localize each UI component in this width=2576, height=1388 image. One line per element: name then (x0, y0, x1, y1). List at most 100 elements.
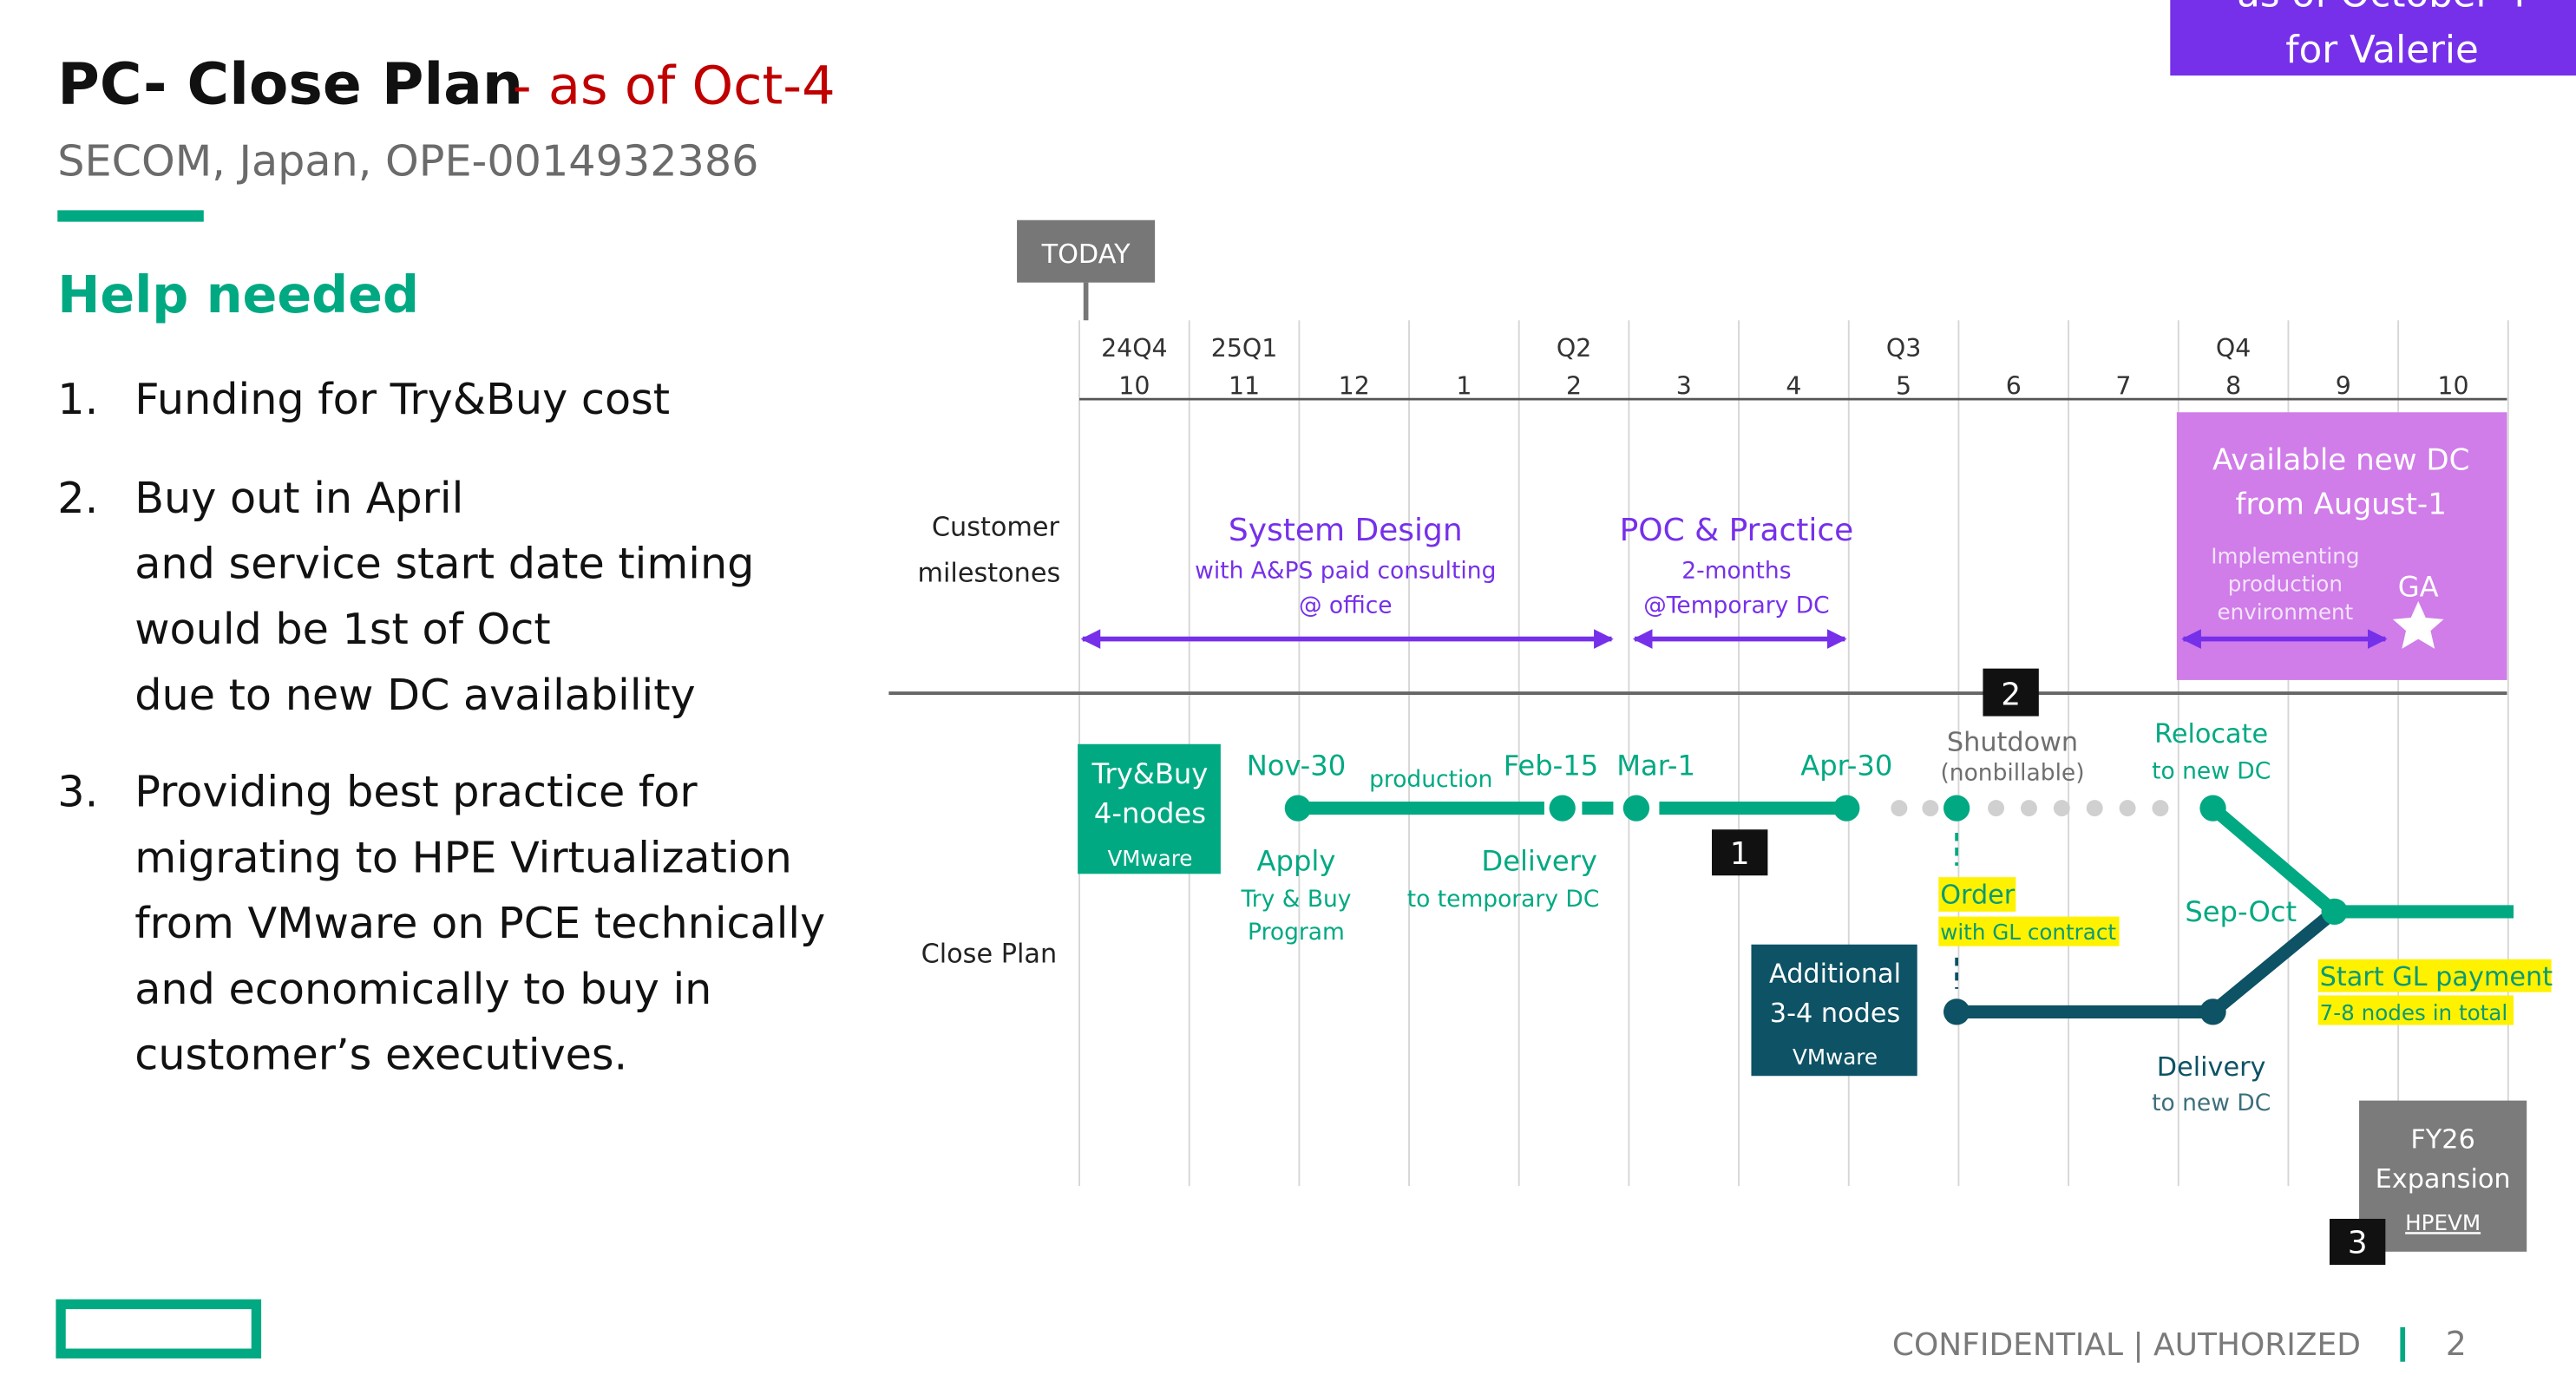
plan-title: Relocate (2154, 719, 2268, 750)
corner-note: as of October 4 (2237, 0, 2527, 16)
plan-title: Shutdown (1947, 727, 2078, 757)
box-text: Additional (1769, 959, 1901, 989)
plan-text: to temporary DC (1407, 886, 1600, 913)
highlight (2317, 995, 2514, 1025)
list-text: and economically to buy in (134, 964, 711, 1014)
plan-date: Apr-30 (1800, 750, 1892, 782)
plan-text: (nonbillable) (1940, 759, 2084, 786)
month-label: 6 (2006, 371, 2022, 400)
row-label: Customer (932, 512, 1060, 542)
quarter-label: Q4 (2216, 334, 2251, 363)
title: PC- Close Plan (57, 49, 523, 117)
list-text: would be 1st of Oct (134, 604, 550, 654)
plan-text: to new DC (2152, 1090, 2271, 1116)
row-label: milestones (918, 558, 1061, 588)
new-dc-text: Available new DC (2212, 443, 2469, 478)
box-text: FY26 (2410, 1125, 2474, 1156)
list-text: Funding for Try&Buy cost (134, 374, 670, 424)
month-label: 7 (2115, 371, 2131, 400)
quarter-label: 24Q4 (1101, 334, 1168, 363)
milestone-title: System Design (1229, 513, 1463, 548)
list-text: and service start date timing (134, 539, 754, 589)
quarter-label: Q2 (1557, 334, 1591, 363)
month-label: 12 (1339, 371, 1370, 400)
month-label: 5 (1896, 371, 1911, 400)
badge (1983, 668, 2039, 717)
plan-date: Sep-Oct (2185, 895, 2297, 928)
list-number: 2. (57, 473, 98, 523)
footer-separator (2400, 1326, 2406, 1362)
plan-text: Try & Buy (1240, 886, 1351, 913)
corner-note: for Valerie (2285, 29, 2479, 72)
logo (56, 1299, 262, 1359)
plan-title: Apply (1257, 845, 1336, 878)
new-dc-detail: Implementing (2211, 543, 2359, 568)
milestone-text: @Temporary DC (1643, 592, 1829, 619)
fy26-box (2359, 1100, 2527, 1252)
list-text: migrating to HPE Virtualization (134, 832, 792, 882)
plan-text: 7-8 nodes in total (2320, 1000, 2508, 1025)
ga-star (2392, 601, 2444, 649)
box-text: VMware (1107, 846, 1192, 871)
ga-label: GA (2398, 570, 2439, 603)
badge (2329, 1218, 2386, 1265)
highlight (1938, 916, 2120, 946)
new-dc-detail: production (2228, 572, 2343, 597)
row-label: Close Plan (921, 940, 1058, 970)
help-list: 1. Funding for Try&Buy cost 2. Buy out in A… (57, 374, 825, 1080)
plan-title: Start GL payment (2320, 962, 2553, 992)
help-heading: Help needed (57, 265, 419, 324)
list-number: 3. (57, 767, 98, 817)
month-label: 11 (1229, 371, 1260, 400)
plan-title: Delivery (2157, 1052, 2266, 1083)
subtitle: SECOM, Japan, OPE-0014932386 (57, 136, 758, 187)
month-label: 1 (1456, 371, 1472, 400)
plan-date: Feb-15 (1504, 750, 1599, 782)
new-dc-text: from August-1 (2236, 488, 2447, 522)
plan-text: to new DC (2152, 758, 2271, 785)
box-text: VMware (1793, 1044, 1878, 1070)
milestone-title: POC & Practice (1620, 513, 1854, 548)
box-text: Try&Buy (1091, 757, 1209, 790)
badge-number: 1 (1730, 836, 1750, 872)
list-number: 1. (57, 374, 98, 424)
plan-text: production (1369, 766, 1492, 793)
list-text: Providing best practice for (134, 767, 698, 817)
trybuy-box (1078, 743, 1221, 874)
milestone-text: @ office (1299, 592, 1393, 619)
plan-lines (1284, 795, 2514, 1025)
plan-title: Delivery (1481, 845, 1597, 878)
new-dc-detail: environment (2217, 599, 2353, 625)
plan-text: Program (1248, 919, 1345, 946)
plan-date: Nov-30 (1247, 750, 1346, 782)
list-text: from VMware on PCE technically (134, 898, 825, 948)
milestone-text: 2-months (1681, 558, 1791, 585)
additional-box (1751, 944, 1917, 1077)
box-link[interactable]: HPEVM (2405, 1210, 2481, 1235)
month-label: 10 (2437, 371, 2468, 400)
month-label: 8 (2225, 371, 2241, 400)
month-label: 3 (1676, 371, 1692, 400)
box-text: Expansion (2376, 1164, 2511, 1195)
plan-date: Mar-1 (1616, 750, 1695, 782)
month-label: 2 (1566, 371, 1582, 400)
month-label: 10 (1118, 371, 1150, 400)
list-text: Buy out in April (134, 473, 463, 523)
highlight (1938, 877, 2016, 912)
month-label: 4 (1786, 371, 1801, 400)
corner-box (2170, 0, 2576, 76)
accent-bar (57, 210, 204, 222)
highlight (2317, 959, 2552, 992)
timeline-grid: 24Q4 10 25Q1 11 12 1 Q2 2 3 4 Q3 5 6 7 Q4 8 9 10 (1078, 320, 2509, 1187)
plan-text: with GL contract (1940, 920, 2116, 945)
month-label: 9 (2336, 371, 2351, 400)
box-text: 4-nodes (1094, 797, 1206, 830)
quarter-label: Q3 (1886, 334, 1921, 363)
plan-title: Order (1940, 880, 2016, 910)
quarter-label: 25Q1 (1211, 334, 1278, 363)
badge (1712, 829, 1768, 876)
list-text: due to new DC availability (134, 670, 695, 720)
today-box (1017, 219, 1156, 283)
page-number: 2 (2446, 1325, 2467, 1363)
